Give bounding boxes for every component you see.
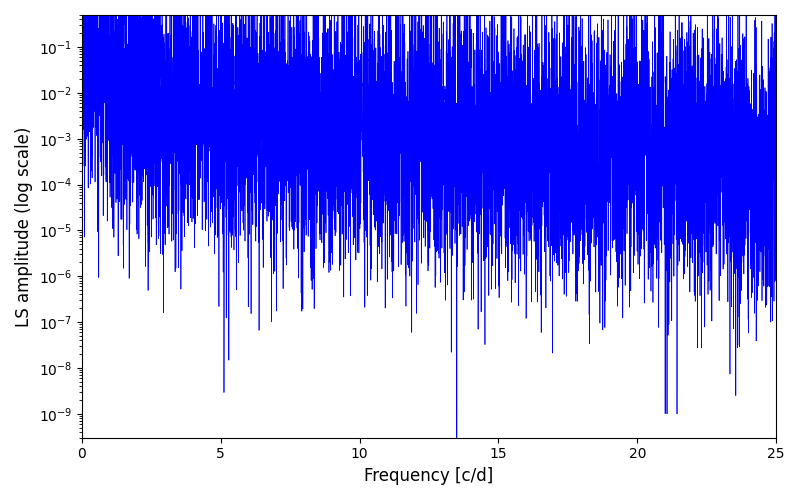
X-axis label: Frequency [c/d]: Frequency [c/d] [364, 467, 494, 485]
Y-axis label: LS amplitude (log scale): LS amplitude (log scale) [15, 126, 33, 326]
